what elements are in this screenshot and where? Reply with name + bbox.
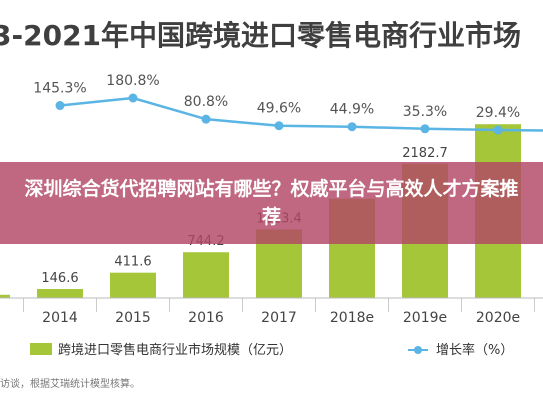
legend-bar-label: 跨境进口零售电商行业市场规模（亿元） [58, 342, 292, 358]
growth-line [59, 96, 543, 132]
x-tick-label: 2018e [330, 310, 374, 326]
growth-point [420, 124, 430, 134]
growth-point [201, 114, 211, 124]
growth-value-label: 35.3% [403, 104, 447, 120]
growth-value-label: 49.6% [257, 101, 301, 117]
legend: 跨境进口零售电商行业市场规模（亿元） 增长率（%） [30, 342, 513, 358]
bar-value-label: 411.6 [114, 255, 151, 270]
x-tick-label: 2014 [42, 310, 78, 326]
growth-point [128, 93, 138, 103]
growth-value-label: 80.8% [184, 94, 228, 110]
overlay-banner: 深圳综合货代招聘网站有哪些？权威平台与高效人才方案推荐 [0, 162, 543, 244]
x-tick-label: 2019e [403, 310, 447, 326]
source-note: 访谈，根据艾瑞统计模型核算。 [0, 377, 140, 390]
legend-line-marker [414, 346, 422, 354]
growth-value-label: 145.3% [33, 81, 86, 97]
bar-value-label: 146.6 [41, 271, 78, 286]
bar-value-label: 2182.7 [402, 146, 448, 161]
x-tick-label: 2017 [261, 310, 297, 326]
growth-point [347, 122, 357, 132]
growth-line-series [55, 93, 543, 135]
bar [37, 288, 83, 298]
banner-text: 深圳综合货代招聘网站有哪些？权威平台与高效人才方案推荐 [24, 178, 519, 228]
bar [110, 272, 156, 298]
legend-bar-swatch [30, 343, 52, 355]
legend-line-label: 增长率（%） [436, 342, 513, 358]
growth-labels: 145.3%180.8%80.8%49.6%44.9%35.3%29.4%2 [33, 73, 520, 121]
x-tick-label: 2016 [188, 310, 224, 326]
chart-title: 3-2021年中国跨境进口零售电商行业市场 [0, 19, 521, 52]
growth-value-label: 29.4% [476, 105, 520, 121]
x-tick-label: 2015 [115, 310, 151, 326]
x-tick-label: 2020e [476, 310, 520, 326]
bar [183, 252, 229, 298]
growth-value-label: 44.9% [330, 102, 374, 118]
x-axis-labels: 320142015201620172018e2019e2020ee [42, 310, 520, 326]
growth-point [274, 121, 284, 131]
growth-value-label: 180.8% [106, 73, 159, 89]
growth-point [55, 101, 65, 111]
growth-point [493, 125, 503, 135]
bar [0, 294, 10, 298]
gridlines [23, 298, 535, 312]
